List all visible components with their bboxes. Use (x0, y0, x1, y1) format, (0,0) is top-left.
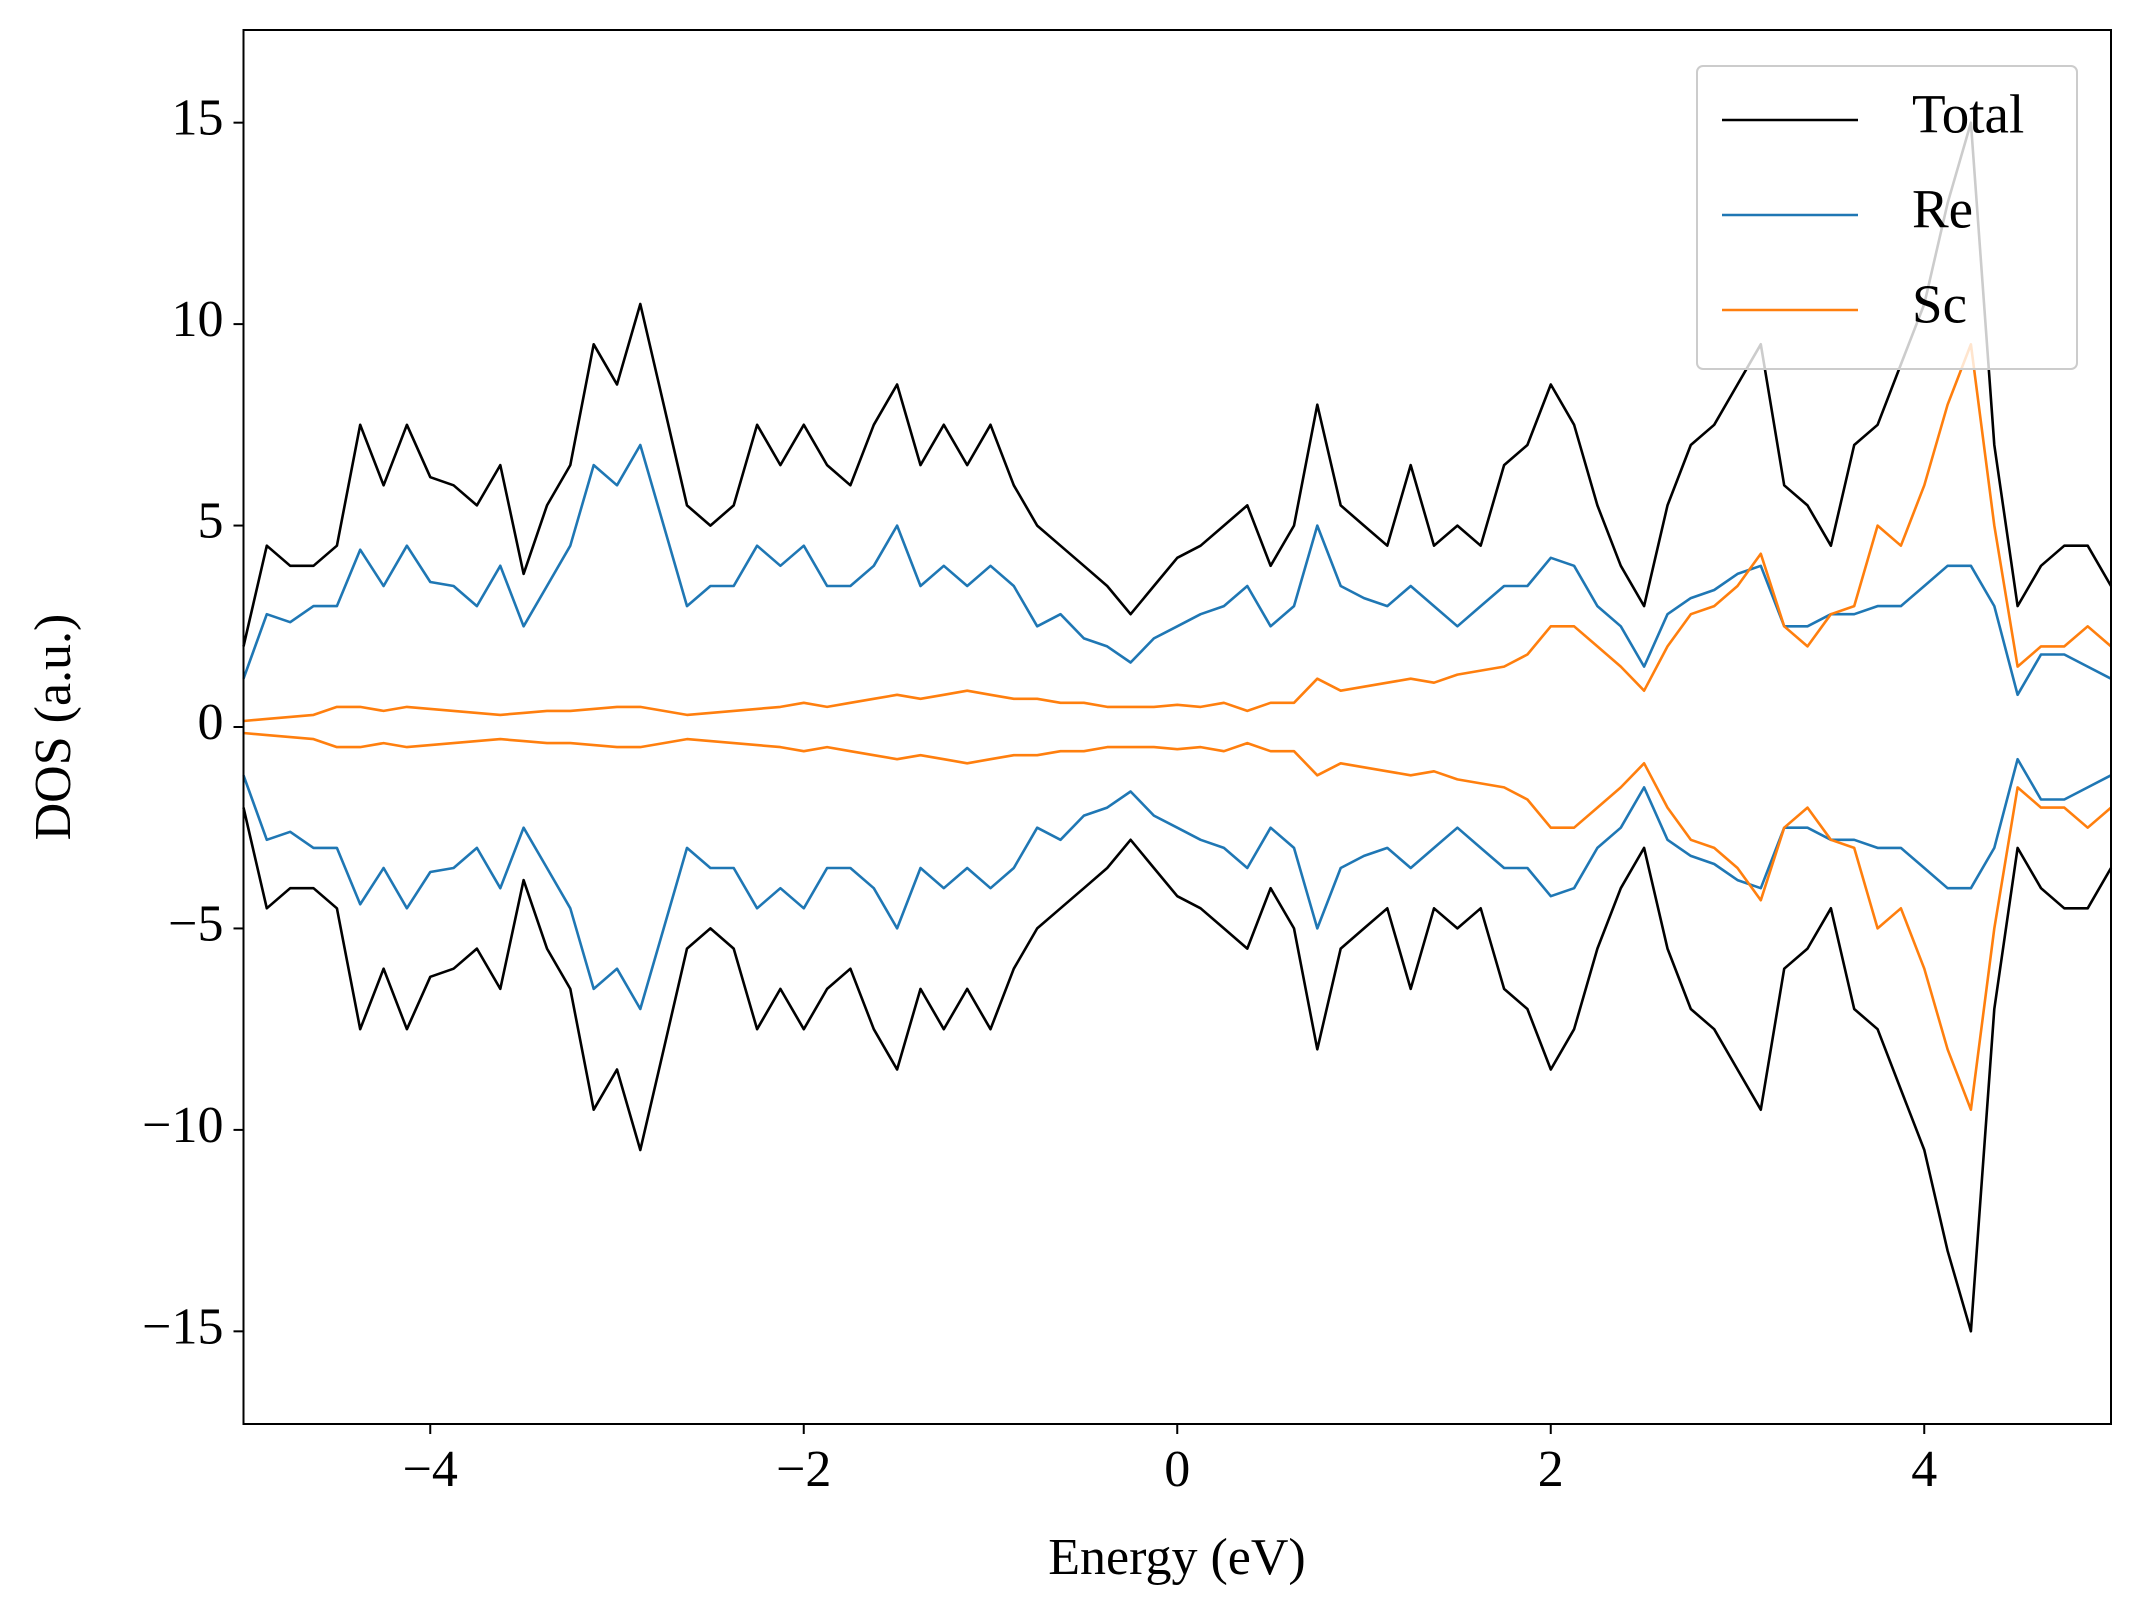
x-axis-label: Energy (eV) (1048, 1529, 1306, 1586)
y-tick-label: 0 (198, 694, 224, 751)
plot-frame (242, 29, 2112, 1425)
dos-line (242, 757, 2112, 1011)
dos-line (242, 443, 2112, 697)
dos-line (242, 121, 2113, 647)
dos-line (243, 343, 2112, 723)
y-tick-label: −15 (142, 1298, 223, 1355)
y-tick-label: 10 (172, 291, 224, 348)
legend-label: Sc (1912, 274, 1967, 335)
legend-box (1696, 65, 2078, 370)
y-tick-label: −5 (168, 895, 223, 952)
x-tick-label: 0 (1164, 1441, 1190, 1498)
y-tick-label: 5 (198, 492, 224, 549)
legend-label: Total (1912, 84, 2024, 145)
y-axis-label: DOS (a.u.) (25, 614, 82, 841)
x-tick-label: −2 (776, 1441, 831, 1498)
x-tick-label: 2 (1538, 1441, 1564, 1498)
dos-line (242, 807, 2113, 1333)
dos-line (243, 731, 2112, 1111)
x-tick-label: −4 (403, 1441, 458, 1498)
x-tick-label: 4 (1911, 1441, 1937, 1498)
y-tick-label: −10 (142, 1097, 223, 1154)
legend-label: Re (1912, 179, 1973, 240)
y-tick-label: 15 (172, 90, 224, 147)
